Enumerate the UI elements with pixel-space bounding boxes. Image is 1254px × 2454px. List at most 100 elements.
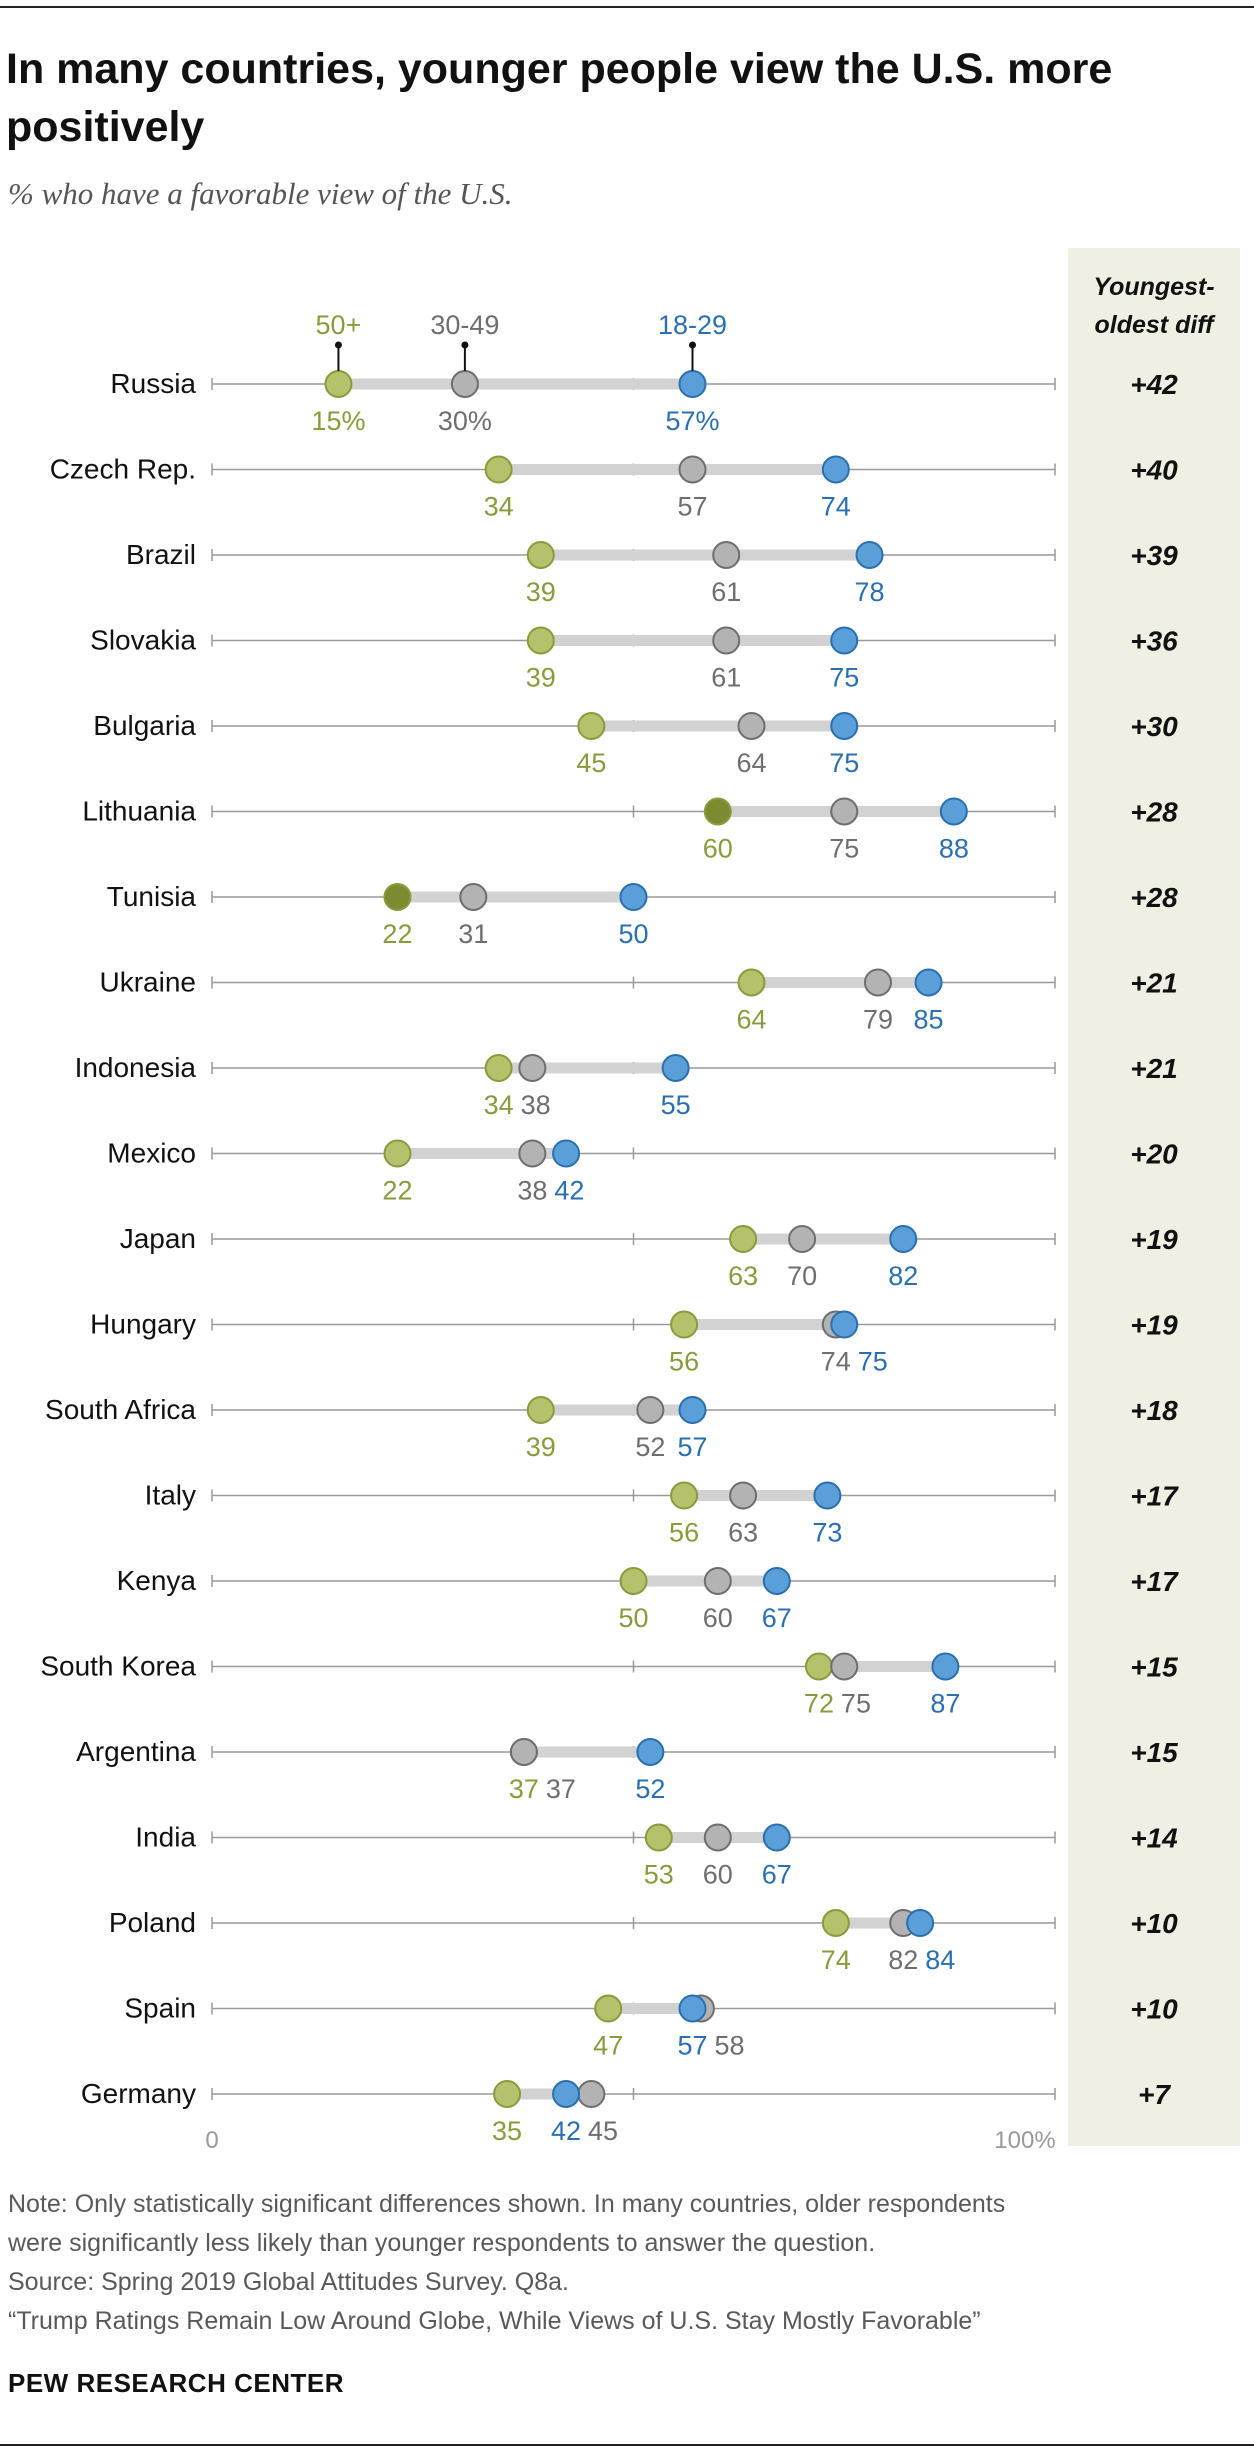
chart-title: In many countries, younger people view t… bbox=[6, 45, 1113, 151]
dot-30-49 bbox=[830, 1652, 859, 1681]
dot-50-plus bbox=[383, 1139, 412, 1168]
legend-label: 30-49 bbox=[430, 310, 499, 340]
dot-30-49 bbox=[636, 1396, 665, 1424]
dot-50-plus bbox=[526, 626, 555, 655]
country-label: Spain bbox=[124, 1993, 196, 2024]
value-label-18-29: 57 bbox=[677, 2031, 707, 2061]
value-label-30-49: 75 bbox=[841, 1689, 871, 1719]
dot-30-49 bbox=[703, 1823, 732, 1852]
country-label: Argentina bbox=[76, 1736, 196, 1767]
value-label-50-plus: 34 bbox=[484, 492, 514, 522]
diff-value: +15 bbox=[1130, 1737, 1178, 1768]
value-label-18-29: 85 bbox=[914, 1005, 944, 1035]
legend-pointer-dot bbox=[461, 341, 469, 349]
dot-50-plus bbox=[737, 968, 766, 997]
country-label: South Africa bbox=[45, 1394, 196, 1425]
diff-value: +18 bbox=[1130, 1395, 1178, 1426]
dot-30-49 bbox=[729, 1481, 758, 1510]
value-label-18-29: 84 bbox=[925, 1945, 955, 1975]
value-label-50-plus: 60 bbox=[703, 834, 733, 864]
dot-18-29 bbox=[762, 1567, 791, 1595]
dot-30-49 bbox=[518, 1139, 547, 1168]
dot-18-29 bbox=[678, 1396, 707, 1424]
value-label-18-29: 88 bbox=[939, 834, 969, 864]
diff-value: +17 bbox=[1130, 1566, 1179, 1597]
note-line-2: were significantly less likely than youn… bbox=[8, 2229, 876, 2257]
dot-50-plus bbox=[526, 541, 555, 569]
x-tick-label-100: 100% bbox=[994, 2127, 1055, 2154]
value-label-50-plus: 34 bbox=[484, 1090, 514, 1120]
diff-header-line-2: oldest diff bbox=[1094, 311, 1214, 339]
dot-18-29 bbox=[619, 883, 648, 911]
value-label-50-plus: 22 bbox=[382, 1176, 412, 1206]
value-label-18-29: 75 bbox=[829, 748, 859, 778]
dot-30-49 bbox=[737, 712, 766, 740]
diff-column-header: Youngest- oldest diff bbox=[1068, 268, 1240, 344]
value-label-30-49: 79 bbox=[863, 1005, 893, 1035]
value-label-18-29: 75 bbox=[829, 663, 859, 693]
value-label-30-49: 74 bbox=[821, 1347, 851, 1377]
value-label-50-plus: 56 bbox=[669, 1518, 699, 1548]
dot-18-29 bbox=[552, 2080, 581, 2108]
value-label-18-29: 67 bbox=[762, 1603, 792, 1633]
value-label-50-plus: 39 bbox=[526, 663, 556, 693]
value-label-30-49: 57 bbox=[677, 492, 707, 522]
country-label: Russia bbox=[110, 368, 196, 399]
value-label-30-49: 70 bbox=[787, 1261, 817, 1291]
dot-30-49 bbox=[830, 797, 859, 826]
dot-30-49 bbox=[577, 2080, 606, 2108]
country-label: Tunisia bbox=[107, 881, 197, 912]
diff-value: +30 bbox=[1130, 711, 1178, 742]
dot-18-29 bbox=[821, 455, 850, 484]
value-label-18-29: 74 bbox=[821, 492, 851, 522]
dot-18-29 bbox=[661, 1054, 690, 1082]
dot-30-49 bbox=[678, 455, 707, 484]
value-label-50-plus: 63 bbox=[728, 1261, 758, 1291]
value-label-30-49: 75 bbox=[829, 834, 859, 864]
dot-30-49 bbox=[863, 968, 892, 997]
legend-pointer-dot bbox=[334, 341, 342, 349]
value-label-50-plus: 64 bbox=[736, 1005, 766, 1035]
dot-30-49 bbox=[712, 541, 741, 569]
value-label-30-49: 61 bbox=[711, 663, 741, 693]
value-label-50-plus: 72 bbox=[804, 1689, 834, 1719]
value-label-30-49: 38 bbox=[517, 1176, 547, 1206]
value-label-30-49: 82 bbox=[888, 1945, 918, 1975]
diff-value: +28 bbox=[1130, 882, 1178, 913]
value-label-30-49: 37 bbox=[546, 1774, 576, 1804]
value-label-30-49: 45 bbox=[588, 2116, 618, 2146]
legend-label: 18-29 bbox=[658, 310, 727, 340]
value-label-50-plus: 37 bbox=[509, 1774, 539, 1804]
value-label-50-plus: 45 bbox=[576, 748, 606, 778]
diff-value: +42 bbox=[1130, 369, 1178, 400]
dot-18-29 bbox=[830, 1310, 859, 1339]
dot-50-plus bbox=[670, 1310, 699, 1339]
country-label: Indonesia bbox=[75, 1052, 197, 1083]
country-label: Lithuania bbox=[82, 796, 196, 827]
value-label-18-29: 82 bbox=[888, 1261, 918, 1291]
dot-50-plus bbox=[804, 1652, 833, 1681]
legend-pointer-dot bbox=[689, 341, 697, 349]
diff-value: +21 bbox=[1130, 1053, 1178, 1084]
dot-18-29 bbox=[830, 712, 859, 740]
value-label-18-29: 78 bbox=[855, 577, 885, 607]
dot-50-plus bbox=[484, 1054, 513, 1082]
country-label: Czech Rep. bbox=[50, 454, 196, 485]
dot-50-plus bbox=[526, 1396, 555, 1424]
value-label-30-49: 60 bbox=[703, 1603, 733, 1633]
value-label-30-49: 31 bbox=[458, 919, 488, 949]
diff-value: +28 bbox=[1130, 797, 1178, 828]
brand-label: PEW RESEARCH CENTER bbox=[8, 2368, 344, 2398]
country-label: Ukraine bbox=[100, 967, 196, 998]
dot-18-29 bbox=[830, 626, 859, 655]
dot-30-49 bbox=[788, 1225, 817, 1253]
dot-30-49 bbox=[518, 1054, 547, 1082]
value-label-18-29: 57% bbox=[665, 406, 719, 436]
dot-50-plus bbox=[729, 1225, 758, 1253]
diff-value: +21 bbox=[1130, 968, 1178, 999]
dot-18-29 bbox=[813, 1481, 842, 1510]
dot-18-29 bbox=[906, 1909, 935, 1937]
country-label: Brazil bbox=[126, 539, 196, 570]
dot-30-49 bbox=[712, 626, 741, 655]
country-label: Slovakia bbox=[90, 625, 196, 656]
